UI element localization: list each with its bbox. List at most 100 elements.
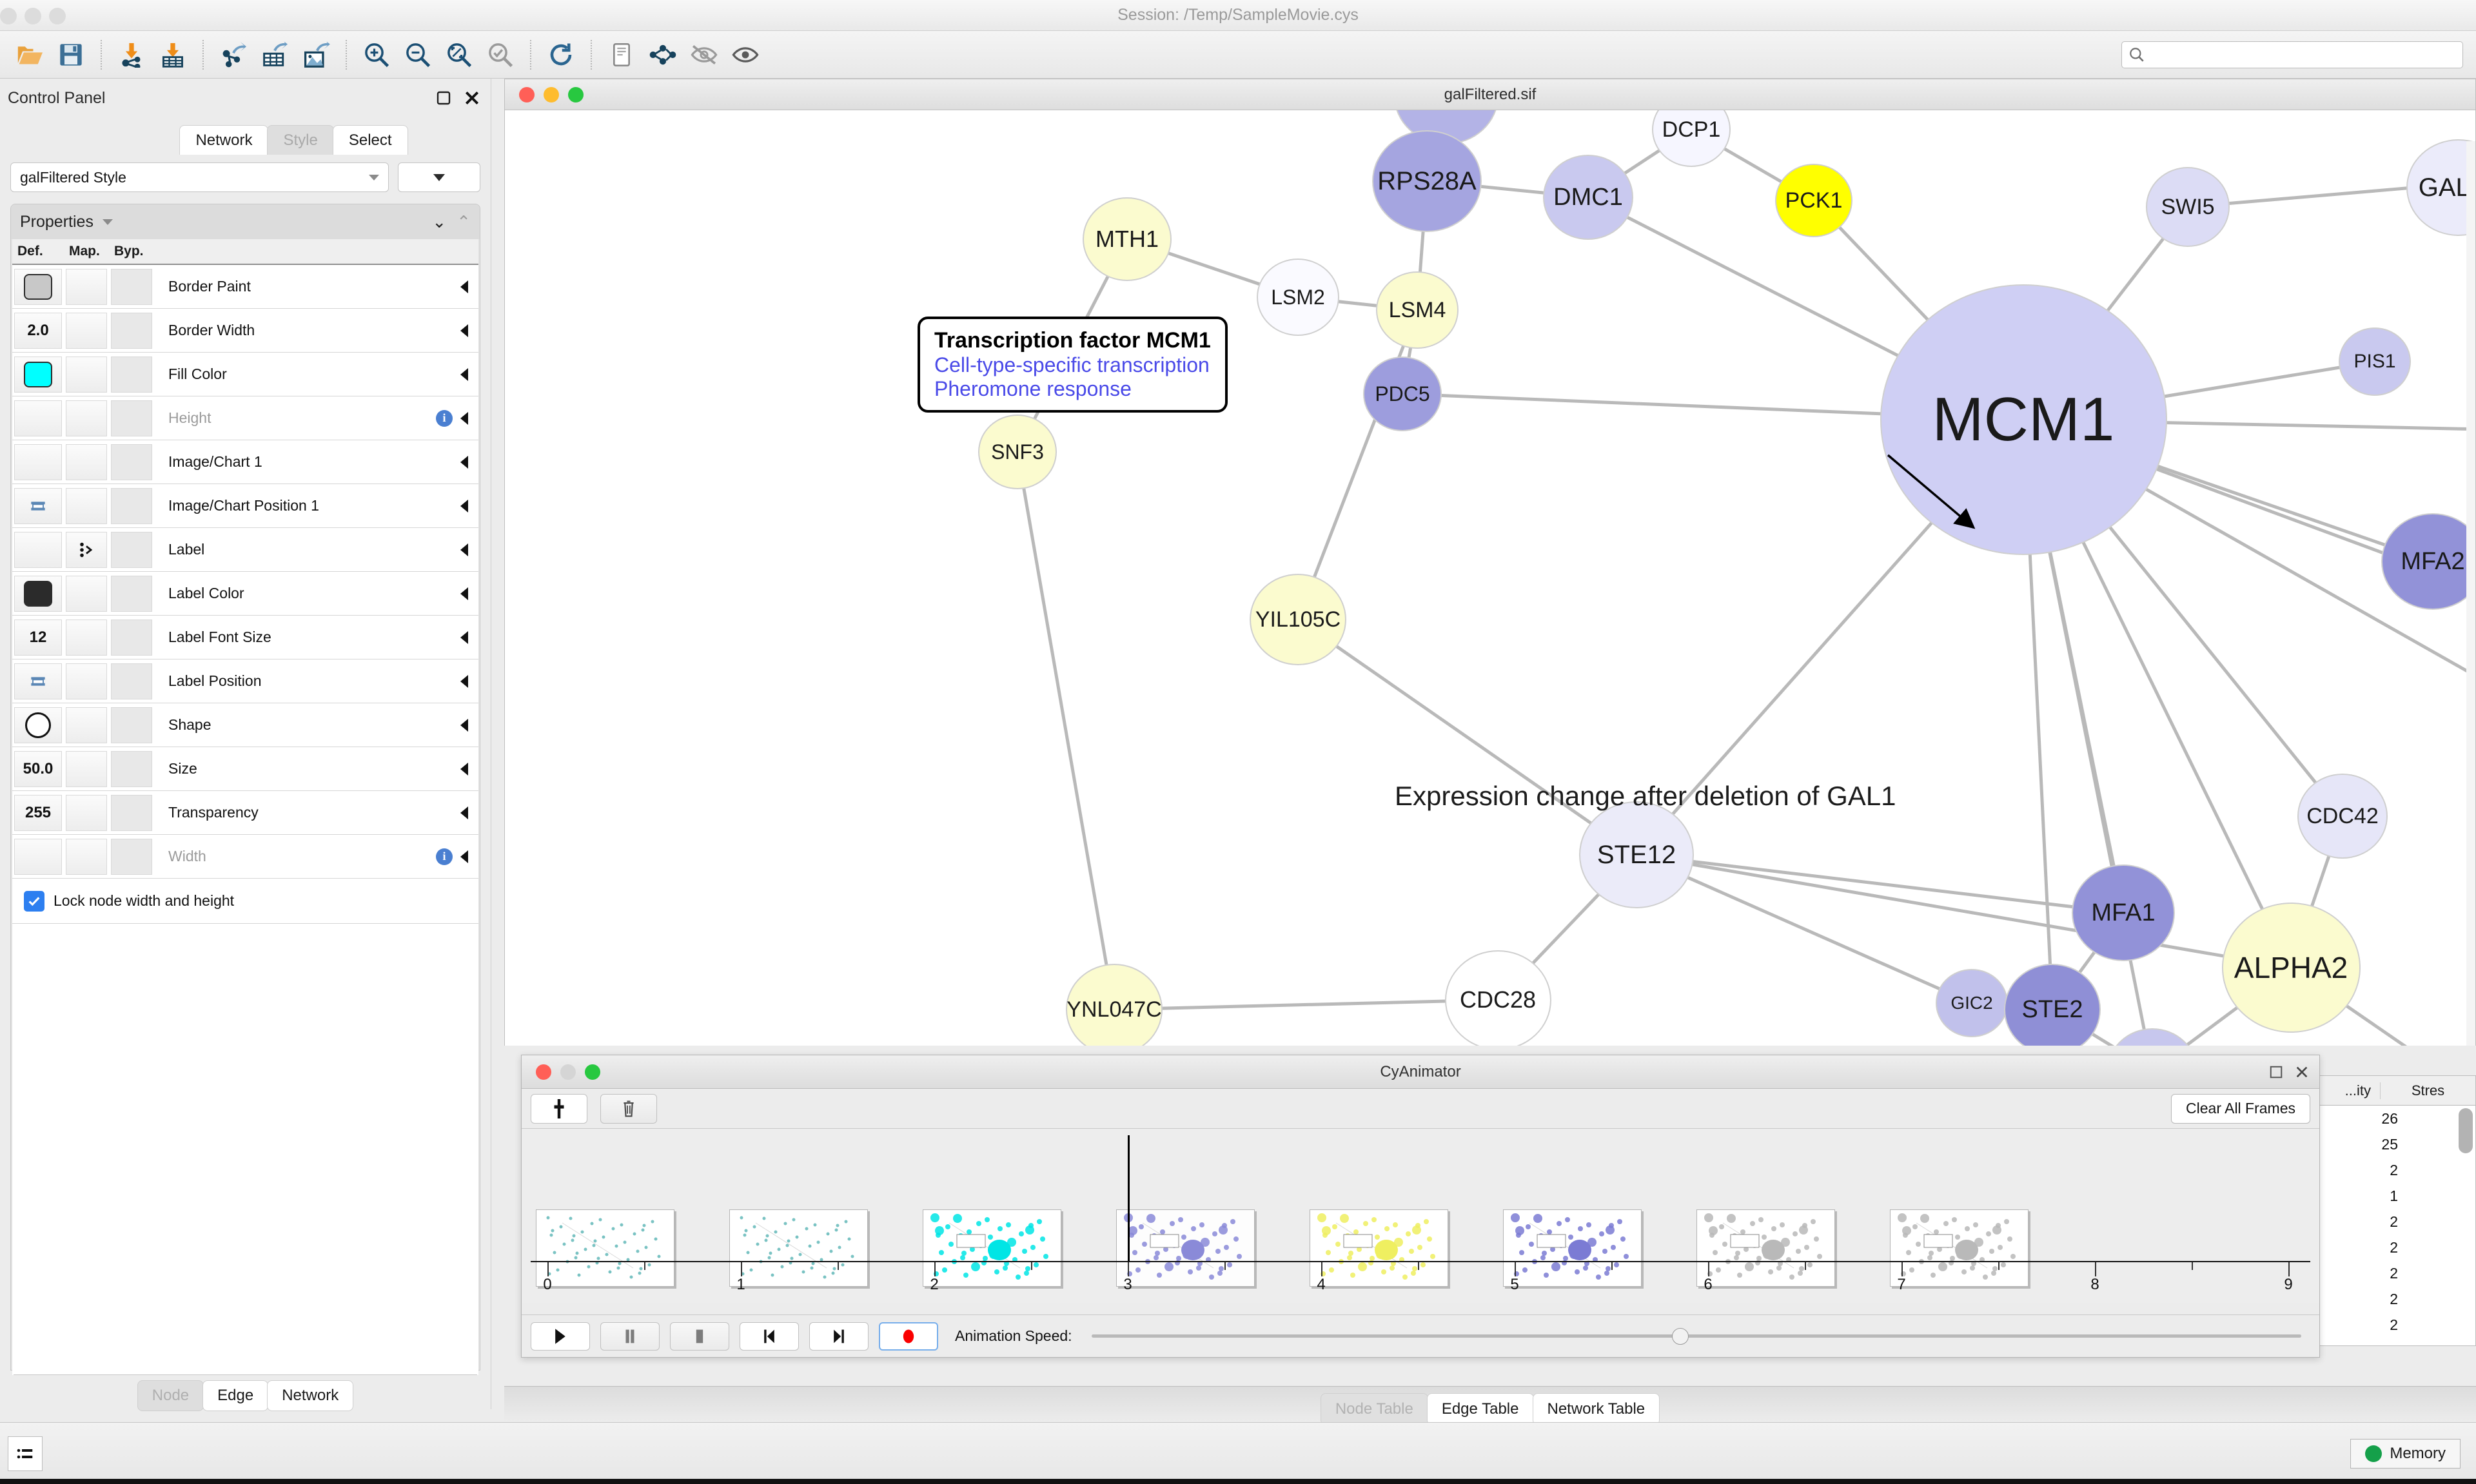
info-icon[interactable]: i [436,848,453,865]
zoom-out-icon[interactable] [397,36,438,73]
property-default-cell[interactable] [14,531,62,568]
lock-node-size-row[interactable]: Lock node width and height [12,879,478,924]
hide-icon[interactable] [683,36,725,73]
show-icon[interactable] [725,36,766,73]
property-mapping-cell[interactable] [66,444,107,480]
property-row[interactable]: 2.0 Border Width [12,309,478,353]
timeline-frame[interactable] [1503,1209,1642,1287]
property-default-cell[interactable]: 255 [14,794,62,831]
play-button[interactable] [531,1322,590,1351]
zoom-in-icon[interactable] [356,36,397,73]
expand-arrow-icon[interactable] [460,367,468,381]
tab-edge-table[interactable]: Edge Table [1426,1392,1534,1425]
import-network-icon[interactable] [111,36,152,73]
property-mapping-cell[interactable] [66,750,107,787]
color-swatch[interactable] [24,361,52,387]
property-row[interactable]: Width i [12,835,478,879]
property-bypass-cell[interactable] [111,619,152,656]
layout-icon[interactable] [642,36,683,73]
property-bypass-cell[interactable] [111,663,152,699]
cyanimator-minimize-button[interactable] [560,1064,576,1080]
expand-arrow-icon[interactable] [460,455,468,469]
network-node[interactable]: YNL047C [1066,964,1163,1046]
skip-back-button[interactable] [740,1322,799,1351]
table-scrollbar-thumb[interactable] [2459,1108,2473,1153]
table-row[interactable]: 2 [2390,1265,2398,1282]
network-node[interactable]: LSM2 [1257,259,1339,336]
record-button[interactable] [879,1322,938,1351]
tab-node-table[interactable]: Node Table [1320,1392,1428,1425]
export-table-icon[interactable] [254,36,295,73]
property-default-cell[interactable] [14,487,62,524]
network-node[interactable]: CDC28 [1444,950,1551,1046]
property-mapping-cell[interactable] [66,707,107,743]
property-bypass-cell[interactable] [111,400,152,436]
expand-arrow-icon[interactable] [460,674,468,688]
timeline-frame[interactable] [536,1209,674,1287]
open-folder-icon[interactable] [9,36,50,73]
table-row[interactable]: 26 [2381,1110,2398,1127]
property-bypass-cell[interactable] [111,750,152,787]
timeline-frame[interactable] [1696,1209,1835,1287]
timeline-frame[interactable] [923,1209,1061,1287]
property-default-cell[interactable] [14,663,62,699]
timeline-frame[interactable] [1310,1209,1448,1287]
expand-arrow-icon[interactable] [460,499,468,513]
network-node[interactable]: STE12 [1579,801,1694,908]
property-bypass-cell[interactable] [111,575,152,612]
network-node[interactable]: RPS28A [1372,130,1482,232]
search-box[interactable] [2121,41,2463,68]
zoom-window-button[interactable] [49,8,66,24]
property-row[interactable]: Fill Color [12,353,478,396]
network-node[interactable]: PDC5 [1363,356,1442,431]
table-row[interactable]: 2 [2390,1162,2398,1178]
property-mapping-cell[interactable] [66,312,107,349]
timeline-frame[interactable] [1116,1209,1255,1287]
bottom-tab-network[interactable]: Network [267,1380,354,1411]
property-mapping-cell[interactable] [66,356,107,393]
list-icon[interactable] [8,1436,43,1471]
timeline-frame[interactable] [729,1209,868,1287]
table-row[interactable]: 2 [2390,1213,2398,1230]
network-node[interactable]: MCM1 [1880,284,2167,555]
bottom-tab-edge[interactable]: Edge [202,1380,269,1411]
expand-arrow-icon[interactable] [460,718,468,732]
property-bypass-cell[interactable] [111,444,152,480]
property-row[interactable]: Label Color [12,572,478,616]
property-bypass-cell[interactable] [111,356,152,393]
zoom-fit-icon[interactable] [438,36,480,73]
chevron-down-icon[interactable] [102,219,113,225]
add-frame-button[interactable] [531,1093,587,1124]
network-node[interactable]: PCK1 [1775,164,1852,237]
cyanimator-close-button[interactable] [536,1064,551,1080]
property-default-cell[interactable]: 2.0 [14,312,62,349]
close-icon[interactable] [461,87,483,109]
network-node[interactable]: MTH1 [1083,197,1172,281]
speed-slider-knob[interactable] [1672,1327,1689,1345]
search-input[interactable] [2150,47,2456,63]
network-node[interactable]: MFA1 [2072,864,2175,961]
property-default-cell[interactable]: 50.0 [14,750,62,787]
expand-arrow-icon[interactable] [460,850,468,863]
collapse-all-icon[interactable]: ⌄ [432,212,447,231]
property-mapping-cell[interactable] [66,487,107,524]
lock-checkbox[interactable] [24,890,44,912]
clear-all-frames-button[interactable]: Clear All Frames [2171,1093,2310,1124]
tab-style[interactable]: Style [267,125,334,155]
timeline-frame[interactable] [1890,1209,2029,1287]
color-swatch[interactable] [24,580,52,607]
cyanimator-zoom-button[interactable] [585,1064,600,1080]
table-row[interactable]: 2 [2390,1239,2398,1256]
new-network-icon[interactable] [601,36,642,73]
network-node[interactable]: GIC2 [1936,969,2008,1037]
tab-network-table[interactable]: Network Table [1532,1392,1660,1425]
property-row[interactable]: Image/Chart 1 [12,440,478,484]
close-window-button[interactable] [0,8,17,24]
property-row[interactable]: Label Position [12,659,478,703]
expand-arrow-icon[interactable] [460,543,468,556]
network-zoom-button[interactable] [568,86,584,103]
property-bypass-cell[interactable] [111,794,152,831]
shape-ellipse-icon[interactable] [25,712,51,738]
network-node[interactable]: CDC42 [2297,774,2388,859]
expand-arrow-icon[interactable] [460,587,468,600]
